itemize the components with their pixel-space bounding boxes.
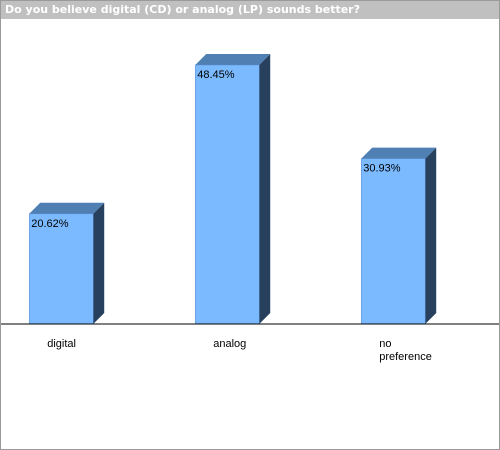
category-label: preference [379, 351, 432, 363]
category-label: digital [47, 338, 76, 350]
category-label: analog [213, 338, 246, 350]
chart-title: Do you believe digital (CD) or analog (L… [5, 3, 360, 16]
bar-top [195, 54, 271, 66]
bar-side [93, 202, 105, 324]
data-label: 20.62% [31, 218, 69, 230]
data-label: 30.93% [363, 163, 401, 175]
title-bar: Do you believe digital (CD) or analog (L… [1, 1, 499, 19]
data-label: 48.45% [197, 69, 235, 81]
bar [360, 158, 426, 325]
category-label: no [379, 338, 391, 350]
bar-side [425, 147, 437, 324]
bar-top [361, 147, 437, 159]
bar [28, 213, 94, 325]
bar [194, 64, 260, 325]
bar-side [259, 54, 271, 324]
bar-top [29, 202, 105, 214]
